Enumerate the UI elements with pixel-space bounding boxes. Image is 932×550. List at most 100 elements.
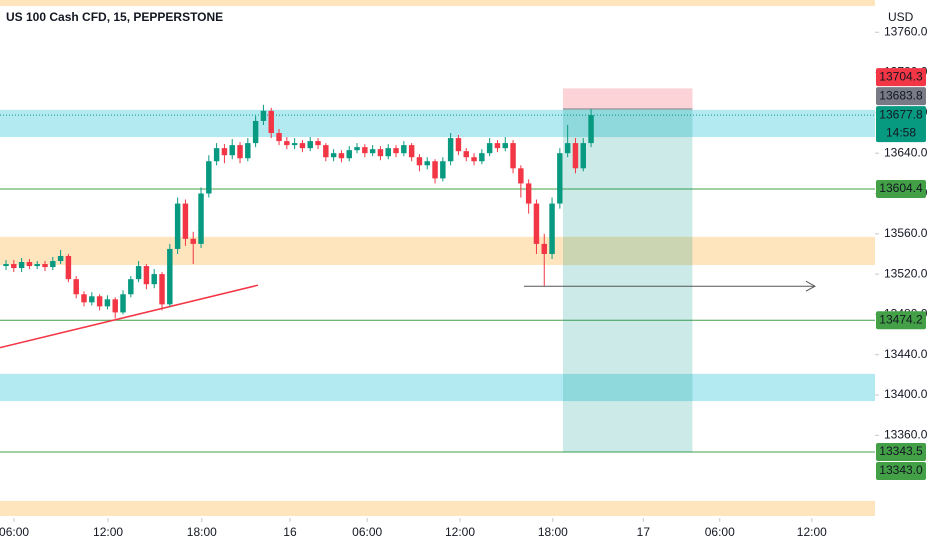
trendline	[0, 284, 259, 349]
candle-body	[323, 145, 329, 158]
level-label: 13474.2	[879, 312, 923, 326]
x-tick-label: 17	[637, 525, 651, 539]
candle-body	[338, 153, 345, 159]
stop-area	[562, 88, 693, 110]
candle-body	[89, 296, 95, 303]
plot-area	[0, 0, 875, 516]
x-tick-label: 12:00	[797, 525, 827, 539]
candle-body	[42, 264, 48, 268]
candle-body	[385, 148, 391, 157]
countdown: 14:58	[886, 125, 916, 139]
candle-body	[268, 110, 274, 134]
candle-body	[463, 151, 469, 158]
candle-body	[159, 274, 165, 305]
candle-body	[143, 266, 150, 285]
zone	[0, 500, 875, 516]
y-tick-label: 13440.0	[884, 347, 928, 361]
zone	[0, 109, 875, 138]
zone	[0, 0, 875, 7]
candle-body	[572, 143, 579, 169]
candle-body	[455, 138, 462, 152]
level-label-box	[876, 442, 926, 461]
candle-body	[284, 141, 290, 146]
y-tick-label: 13360.0	[884, 428, 928, 442]
candle-body	[315, 141, 321, 146]
candle-body	[81, 294, 87, 303]
arrow-head	[805, 280, 816, 292]
candle-body	[557, 153, 563, 204]
zone	[0, 236, 875, 266]
x-tick-label: 12:00	[93, 525, 123, 539]
candle-body	[96, 296, 103, 307]
candle-body	[377, 149, 384, 157]
x-tick-label: 06:00	[352, 525, 382, 539]
stop-label-box	[876, 68, 926, 87]
candle-body	[416, 157, 423, 166]
candle-body	[206, 161, 212, 194]
candle-body	[346, 150, 352, 159]
candle-body	[369, 149, 376, 154]
candle-body	[447, 138, 454, 162]
x-tick-label: 16	[283, 525, 297, 539]
x-tick-label: 12:00	[445, 525, 475, 539]
candle-body	[128, 279, 134, 295]
x-tick-label: 18:00	[187, 525, 217, 539]
target-label: 13343.0	[879, 463, 923, 477]
candle-body	[11, 264, 17, 269]
y-tick-label: 13760.0	[884, 24, 928, 38]
candle-body	[18, 262, 25, 269]
level-label-box	[876, 311, 926, 330]
entry-label-box	[876, 87, 926, 106]
candle-body	[65, 255, 72, 280]
candle-body	[486, 143, 493, 154]
candle-body	[252, 120, 259, 144]
candle-body	[479, 153, 485, 162]
y-tick-label: 13520.0	[884, 266, 928, 280]
x-tick-label: 06:00	[0, 525, 29, 539]
candle-body	[245, 143, 251, 159]
currency: USD	[888, 10, 914, 24]
candle-body	[50, 261, 56, 268]
last-price-label: 13677.8	[879, 107, 923, 121]
candle-body	[362, 147, 368, 154]
candle-body	[494, 143, 501, 149]
x-tick-label: 18:00	[538, 525, 568, 539]
candle-body	[541, 243, 547, 254]
candle-body	[424, 161, 430, 166]
last-price-box	[876, 106, 926, 143]
candle-body	[73, 279, 79, 295]
candle-body	[330, 153, 337, 158]
candle-body	[112, 299, 118, 313]
stop-label: 13704.3	[879, 69, 923, 83]
candle-body	[213, 148, 220, 162]
entry-label: 13683.8	[879, 88, 923, 102]
candle-body	[291, 143, 298, 146]
candle-body	[580, 143, 586, 169]
candle-body	[151, 274, 157, 285]
chart-title: US 100 Cash CFD, 15, PEPPERSTONE	[6, 10, 223, 24]
candle-body	[120, 294, 126, 313]
candle-body	[588, 115, 594, 144]
candle-body	[408, 145, 415, 158]
candle-body	[401, 145, 407, 154]
candle-body	[104, 299, 111, 307]
candle-body	[564, 143, 571, 154]
candle-body	[229, 145, 235, 156]
level-label-box	[876, 180, 926, 199]
candle-body	[26, 262, 33, 267]
candle-body	[354, 147, 360, 151]
candle-body	[510, 143, 516, 169]
candle-body	[190, 238, 196, 244]
target-label-box	[876, 461, 926, 480]
candle-body	[57, 255, 64, 262]
candle-body	[182, 203, 189, 239]
candle-body	[276, 133, 282, 142]
candle-body	[221, 148, 228, 156]
candle-body	[393, 148, 399, 154]
x-tick-label: 06:00	[705, 525, 735, 539]
candle-body	[260, 110, 267, 121]
candle-body	[174, 203, 181, 249]
candle-body	[533, 203, 540, 244]
candle-body	[471, 157, 477, 162]
